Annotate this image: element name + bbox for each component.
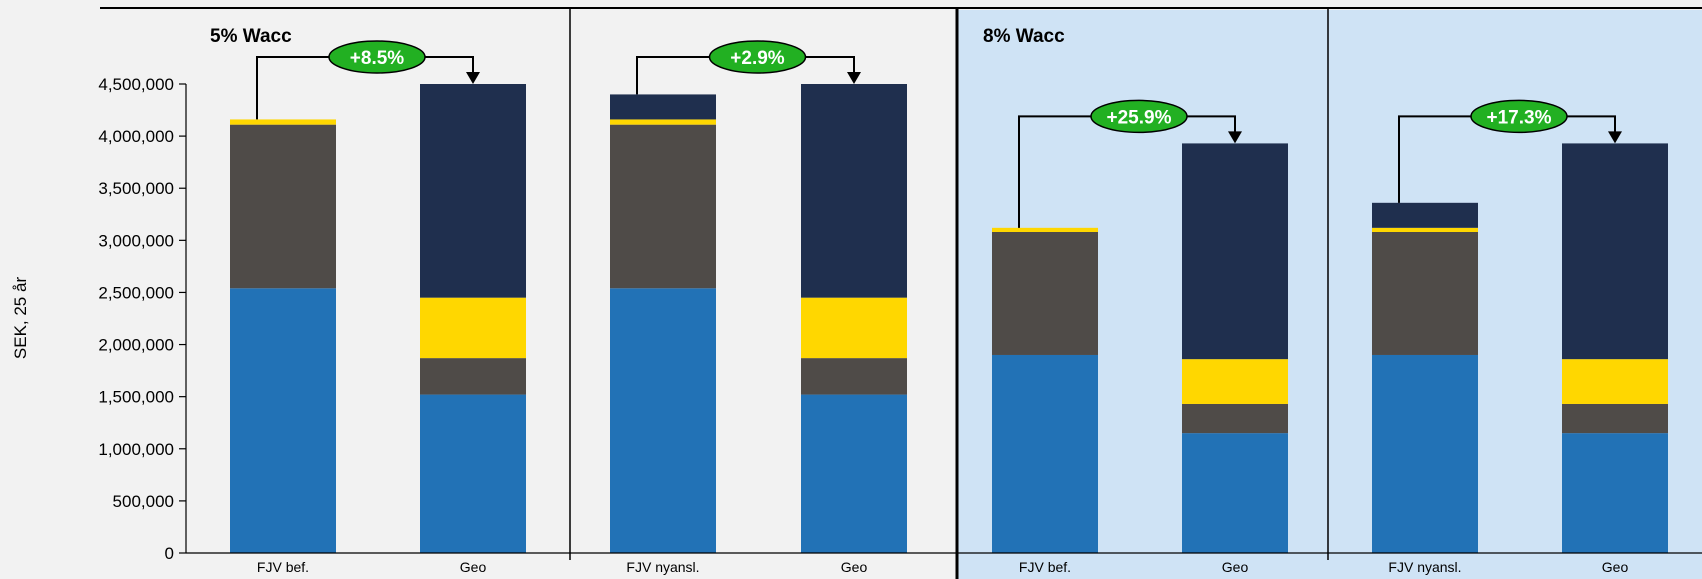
change-label: +2.9% bbox=[730, 48, 785, 69]
bars-layer bbox=[230, 84, 1668, 553]
bar-segment bbox=[1182, 359, 1288, 404]
change-label: +8.5% bbox=[350, 48, 405, 69]
arrow-head bbox=[1608, 131, 1622, 144]
bar-segment bbox=[992, 227, 1098, 232]
bar-segment bbox=[1182, 143, 1288, 360]
change-label: +25.9% bbox=[1107, 107, 1172, 128]
x-tick-label: Geo bbox=[1602, 559, 1629, 575]
y-tick-label: 0 bbox=[165, 544, 174, 563]
y-tick-label: 4,000,000 bbox=[98, 127, 174, 146]
bar-segment bbox=[420, 394, 526, 553]
change-label: +17.3% bbox=[1487, 107, 1552, 128]
x-tick-label: Geo bbox=[1222, 559, 1249, 575]
bar-segment bbox=[1562, 143, 1668, 360]
change-badge bbox=[328, 40, 426, 74]
bar-segment bbox=[1372, 231, 1478, 355]
bar-segment bbox=[610, 124, 716, 289]
annotation-layer: 5% Wacc 8% Wacc +8.5% +2.9% +25.9% +17.3% bbox=[210, 26, 1622, 228]
y-tick-label: 2,500,000 bbox=[98, 283, 174, 302]
x-tick-label: FJV bef. bbox=[257, 559, 309, 575]
y-tick-label: 4,500,000 bbox=[98, 75, 174, 94]
change-badge bbox=[1090, 99, 1188, 134]
bar-segment bbox=[1182, 433, 1288, 553]
y-axis-title: SEK, 25 år bbox=[11, 277, 30, 360]
bar-segment bbox=[610, 94, 716, 120]
x-tick-label: Geo bbox=[841, 559, 868, 575]
bar-segment bbox=[1372, 354, 1478, 553]
y-tick-label: 1,500,000 bbox=[98, 388, 174, 407]
y-tick-label: 1,000,000 bbox=[98, 440, 174, 459]
bar-segment bbox=[992, 354, 1098, 553]
change-badge bbox=[1470, 99, 1568, 134]
y-tick-label: 500,000 bbox=[113, 492, 174, 511]
wacc-label: 8% Wacc bbox=[983, 26, 1065, 47]
bar-segment bbox=[230, 119, 336, 125]
bar-segment bbox=[420, 84, 526, 298]
x-tick-label: FJV nyansl. bbox=[1388, 559, 1461, 575]
arrow-head bbox=[1228, 131, 1242, 144]
x-tick-label: Geo bbox=[460, 559, 487, 575]
wacc-label: 5% Wacc bbox=[210, 26, 292, 47]
bar-segment bbox=[801, 358, 907, 395]
x-tick-label: FJV bef. bbox=[1019, 559, 1071, 575]
arrow-head bbox=[466, 72, 480, 84]
bar-segment bbox=[1562, 433, 1668, 553]
bar-segment bbox=[1562, 403, 1668, 434]
bar-segment bbox=[1372, 202, 1478, 228]
axis-layer: 0 500,000 1,000,000 1,500,000 2,000,000 2,500… bbox=[11, 7, 1702, 579]
bar-segment bbox=[1562, 359, 1668, 404]
y-tick-label: 2,000,000 bbox=[98, 336, 174, 355]
y-tick-label: 3,500,000 bbox=[98, 179, 174, 198]
bar-segment bbox=[230, 288, 336, 553]
bar-segment bbox=[801, 394, 907, 553]
bar-segment bbox=[1182, 403, 1288, 434]
bar-segment bbox=[420, 297, 526, 359]
x-tick-label: FJV nyansl. bbox=[626, 559, 699, 575]
bar-segment bbox=[801, 297, 907, 359]
bar-segment bbox=[610, 119, 716, 125]
bar-segment bbox=[230, 124, 336, 289]
bar-segment bbox=[801, 84, 907, 298]
y-tick-label: 3,000,000 bbox=[98, 231, 174, 250]
change-badge bbox=[708, 40, 807, 74]
bar-segment bbox=[610, 288, 716, 553]
bar-segment bbox=[1372, 227, 1478, 232]
bar-segment bbox=[992, 231, 1098, 355]
bar-segment bbox=[420, 358, 526, 395]
arrow-head bbox=[847, 72, 861, 84]
